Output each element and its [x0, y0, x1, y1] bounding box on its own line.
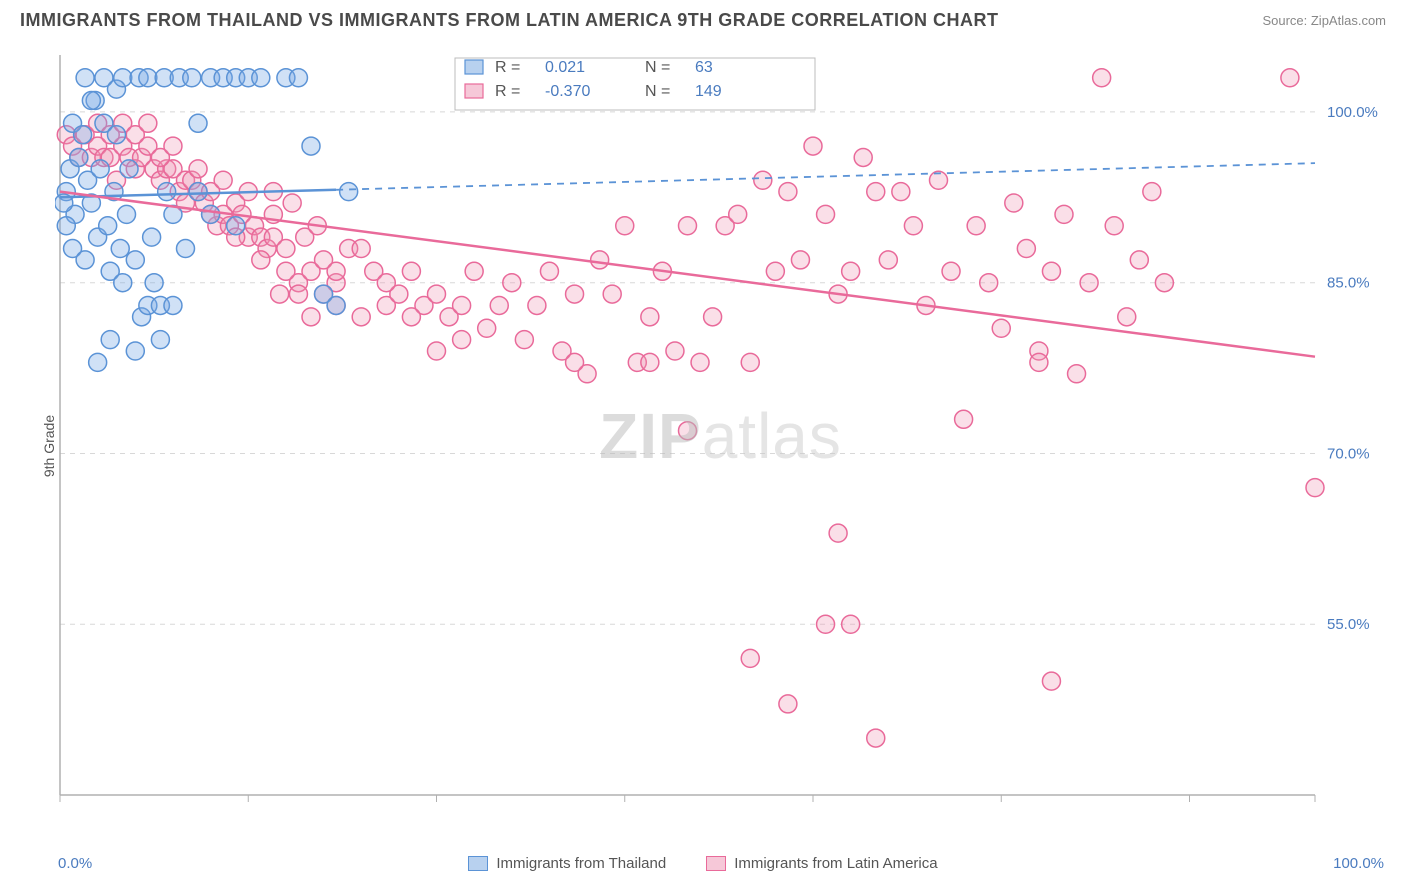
legend-item-thailand: Immigrants from Thailand [468, 855, 666, 872]
legend-label: Immigrants from Thailand [496, 855, 666, 872]
legend-label: Immigrants from Latin America [734, 855, 937, 872]
legend-item-latin-america: Immigrants from Latin America [706, 855, 937, 872]
source-label: Source: ZipAtlas.com [1262, 13, 1386, 28]
svg-text:70.0%: 70.0% [1327, 445, 1370, 462]
svg-text:149: 149 [695, 83, 722, 100]
svg-text:N =: N = [645, 83, 670, 100]
svg-text:63: 63 [695, 59, 713, 76]
scatter-plot-svg: 55.0% 70.0% 85.0% 100.0% R = 0.021 N = 63 R = -0.… [55, 50, 1385, 820]
svg-text:100.0%: 100.0% [1327, 104, 1378, 121]
svg-text:-0.370: -0.370 [545, 83, 590, 100]
legend-swatch-icon [706, 856, 726, 871]
bottom-legend: Immigrants from Thailand Immigrants from… [0, 855, 1406, 872]
plot-area: 55.0% 70.0% 85.0% 100.0% R = 0.021 N = 63 R = -0.… [55, 50, 1386, 822]
legend-swatch-icon [468, 856, 488, 871]
svg-text:R =: R = [495, 59, 520, 76]
svg-text:85.0%: 85.0% [1327, 275, 1370, 292]
svg-text:0.021: 0.021 [545, 59, 585, 76]
chart-title: IMMIGRANTS FROM THAILAND VS IMMIGRANTS F… [20, 10, 998, 31]
header: IMMIGRANTS FROM THAILAND VS IMMIGRANTS F… [0, 0, 1406, 31]
svg-text:N =: N = [645, 59, 670, 76]
svg-text:R =: R = [495, 83, 520, 100]
svg-text:55.0%: 55.0% [1327, 616, 1370, 633]
